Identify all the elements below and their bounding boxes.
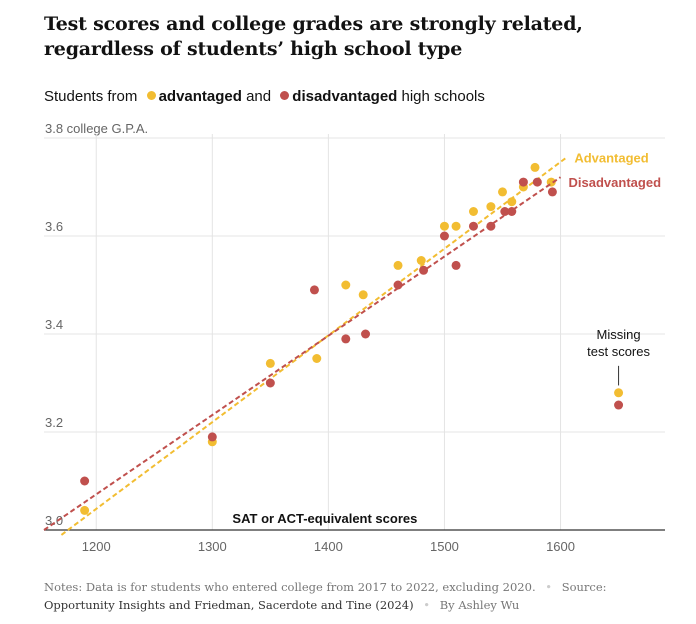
y-tick-label: 3.2 <box>45 415 63 430</box>
y-tick-label: 3.0 <box>45 513 63 528</box>
advantaged-point <box>416 256 426 265</box>
disadvantaged-trend-line <box>43 176 562 531</box>
x-tick-label: 1500 <box>430 539 459 554</box>
advantaged-point <box>439 221 449 231</box>
advantaged-point <box>358 290 368 300</box>
legend-and: and <box>246 88 272 105</box>
notes-text: Data is for students who entered college… <box>85 580 536 594</box>
advantaged-point <box>265 358 275 368</box>
chart-title: Test scores and college grades are stron… <box>44 13 583 60</box>
x-tick-label: 1400 <box>314 539 343 554</box>
scatter-chart: 3.0 3.2 3.4 3.6 3.8 college G.P.A. 1200 1300 14… <box>43 121 665 554</box>
disadvantaged-point <box>361 329 371 339</box>
y-tick-label: 3.4 <box>45 317 63 332</box>
notes-label: Notes: <box>44 580 83 594</box>
disadvantaged-point <box>532 177 542 187</box>
legend-prefix: Students from <box>44 88 138 105</box>
advantaged-series-label: Advantaged <box>574 151 648 166</box>
y-tick-label: 3.8 college G.P.A. <box>45 121 148 136</box>
separator-dot: • <box>423 598 431 612</box>
advantaged-point <box>497 187 507 197</box>
disadvantaged-point <box>80 476 90 486</box>
advantaged-point <box>451 221 461 231</box>
disadvantaged-series-label: Disadvantaged <box>569 175 662 190</box>
advantaged-point <box>486 202 496 212</box>
disadvantaged-point <box>507 207 517 216</box>
advantaged-missing-point <box>614 388 624 398</box>
missing-label-line1: Missing <box>597 327 641 342</box>
disadvantaged-point <box>265 378 275 388</box>
advantaged-point <box>530 162 540 172</box>
footer-notes: Notes: Data is for students who entered … <box>44 578 674 614</box>
advantaged-point <box>312 354 322 363</box>
legend-advantaged-label: advantaged <box>158 88 242 105</box>
advantaged-point <box>468 207 478 216</box>
y-tick-label: 3.6 <box>45 219 63 234</box>
legend-suffix: high schools <box>401 88 485 105</box>
advantaged-point <box>80 505 90 515</box>
x-tick-label: 1300 <box>198 539 227 554</box>
advantaged-point <box>341 280 351 290</box>
missing-label-line2: test scores <box>587 344 650 359</box>
source-label: Source: <box>561 580 607 594</box>
disadvantaged-point <box>518 177 528 187</box>
disadvantaged-point <box>500 207 510 216</box>
separator-dot: • <box>545 580 553 594</box>
legend-disadvantaged-label: disadvantaged <box>292 88 398 105</box>
disadvantaged-point <box>439 231 449 241</box>
disadvantaged-point <box>451 260 461 270</box>
disadvantaged-point <box>393 280 403 290</box>
disadvantaged-point <box>309 285 319 295</box>
disadvantaged-point <box>419 265 429 275</box>
advantaged-point <box>393 260 403 270</box>
advantaged-trend-line <box>60 156 567 536</box>
x-tick-label: 1200 <box>82 539 111 554</box>
disadvantaged-point <box>341 334 351 344</box>
disadvantaged-point <box>207 432 217 442</box>
x-axis-label: SAT or ACT-equivalent scores <box>232 511 417 526</box>
disadvantaged-point <box>468 221 478 231</box>
legend-advantaged-dot <box>146 91 156 100</box>
byline: By Ashley Wu <box>439 598 520 612</box>
source-text: Opportunity Insights and Friedman, Sacer… <box>44 598 414 612</box>
advantaged-point <box>507 197 517 207</box>
legend-disadvantaged-dot <box>280 91 290 100</box>
legend: Students from advantaged and disadvantag… <box>44 88 485 105</box>
disadvantaged-point <box>486 221 496 231</box>
disadvantaged-point <box>547 187 557 197</box>
disadvantaged-missing-point <box>614 400 624 410</box>
x-tick-label: 1600 <box>546 539 575 554</box>
